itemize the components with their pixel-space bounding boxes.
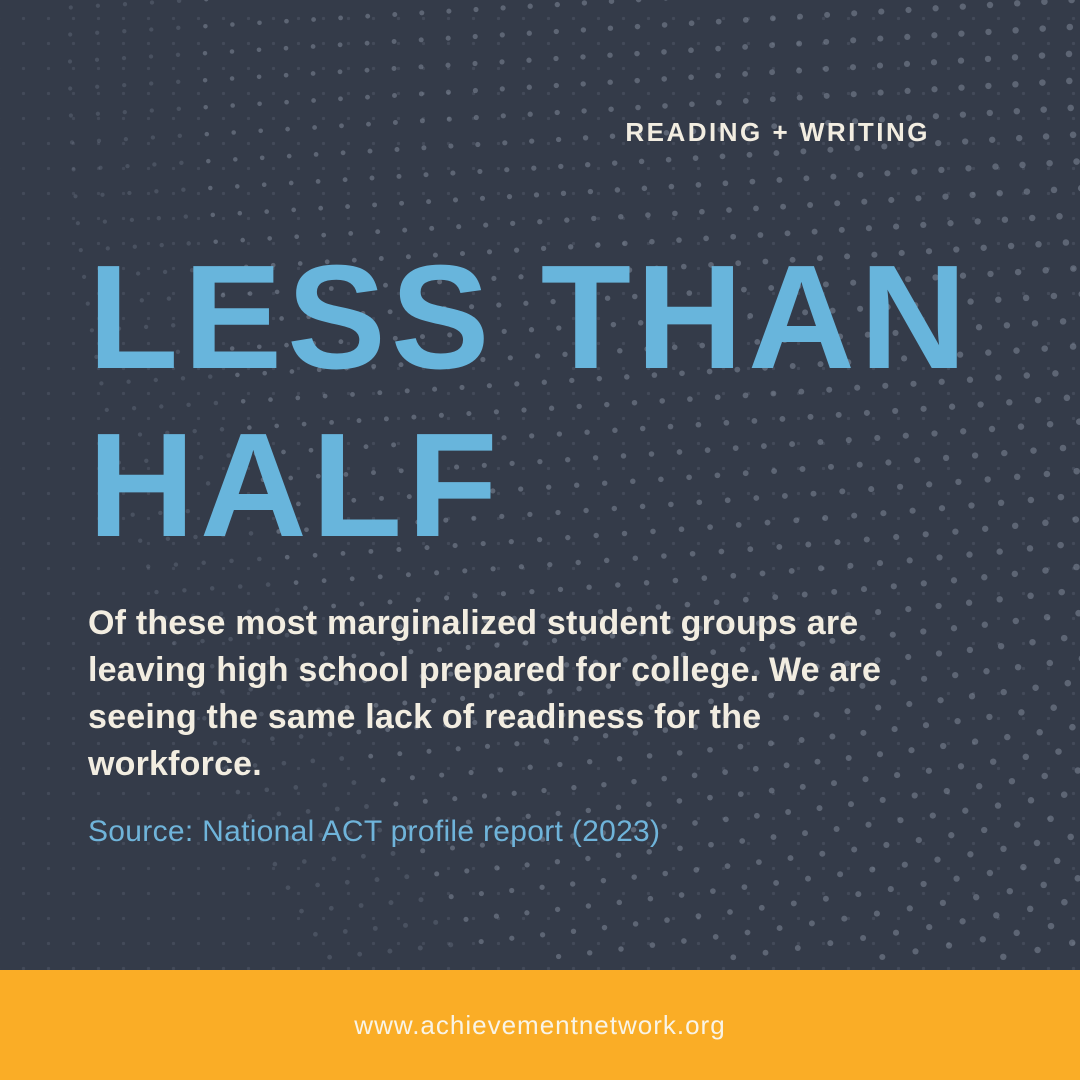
body-line-1: Of these most marginalized student group… xyxy=(88,604,859,642)
category-label: READING + WRITING xyxy=(625,117,930,147)
source-citation: Source: National ACT profile report (202… xyxy=(88,815,661,848)
headline-line-2: HALF xyxy=(88,403,503,568)
body-line-3: seeing the same lack of readiness for th… xyxy=(88,698,762,736)
footer-url: www.achievementnetwork.org xyxy=(354,1009,726,1040)
body-line-4: workforce. xyxy=(88,745,262,783)
footer-bar: www.achievementnetwork.org xyxy=(0,970,1080,1080)
body-paragraph: Of these most marginalized student group… xyxy=(88,600,881,788)
headline: LESS THAN HALF xyxy=(88,234,972,570)
headline-line-1: LESS THAN xyxy=(88,235,972,400)
body-line-2: leaving high school prepared for college… xyxy=(88,651,882,689)
